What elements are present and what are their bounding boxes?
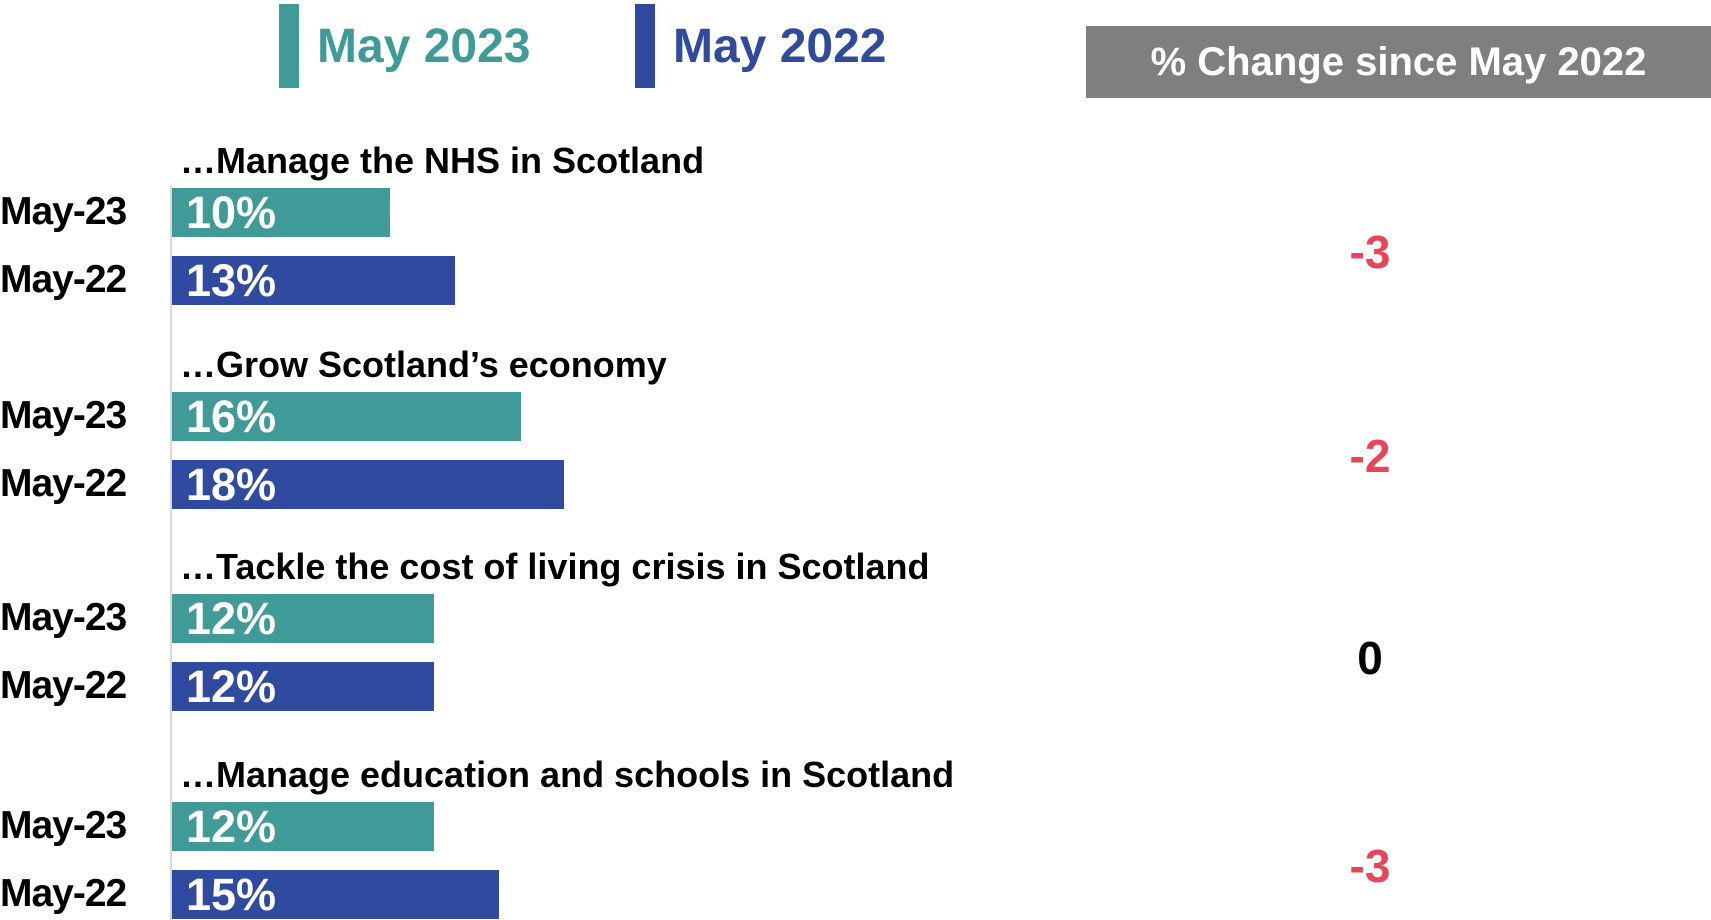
change-value: -3 bbox=[1349, 840, 1391, 892]
group-title: …Manage the NHS in Scotland bbox=[180, 140, 705, 181]
bar-data-label: 15% bbox=[186, 869, 277, 920]
row-label: May-22 bbox=[0, 462, 127, 505]
legend-label-may-2022: May 2022 bbox=[673, 19, 887, 73]
bar bbox=[172, 870, 499, 919]
legend-item-may-2022: May 2022 bbox=[635, 4, 887, 88]
row-label: May-23 bbox=[0, 596, 127, 639]
row-label: May-23 bbox=[0, 804, 127, 847]
bar bbox=[172, 188, 390, 237]
bar bbox=[172, 594, 434, 643]
group-title: …Grow Scotland’s economy bbox=[180, 344, 667, 385]
bar bbox=[172, 662, 434, 711]
row-label: May-23 bbox=[0, 190, 127, 233]
bar bbox=[172, 392, 521, 441]
category-axis-line bbox=[170, 186, 172, 920]
bar bbox=[172, 460, 565, 509]
row-label: May-22 bbox=[0, 664, 127, 707]
bar-data-label: 16% bbox=[186, 391, 277, 442]
change-value: 0 bbox=[1357, 632, 1383, 684]
row-label: May-23 bbox=[0, 394, 127, 437]
bar-data-label: 18% bbox=[186, 459, 277, 510]
group-title: …Manage education and schools in Scotlan… bbox=[180, 754, 955, 795]
legend-label-may-2023: May 2023 bbox=[317, 19, 531, 73]
change-value: -2 bbox=[1349, 430, 1391, 482]
legend-swatch-may-2023 bbox=[279, 4, 299, 88]
bar bbox=[172, 802, 434, 851]
group-title: …Tackle the cost of living crisis in Sco… bbox=[180, 546, 930, 587]
legend-swatch-may-2022 bbox=[635, 4, 655, 88]
bar-data-label: 10% bbox=[186, 187, 277, 238]
row-label: May-22 bbox=[0, 872, 127, 915]
bar bbox=[172, 256, 456, 305]
bar-data-label: 12% bbox=[186, 593, 277, 644]
bar-data-label: 12% bbox=[186, 801, 277, 852]
bar-data-label: 12% bbox=[186, 661, 277, 712]
bar-data-label: 13% bbox=[186, 255, 277, 306]
row-label: May-22 bbox=[0, 258, 127, 301]
legend-item-may-2023: May 2023 bbox=[279, 4, 531, 88]
change-column-header: % Change since May 2022 bbox=[1086, 26, 1711, 98]
change-value: -3 bbox=[1349, 226, 1391, 278]
